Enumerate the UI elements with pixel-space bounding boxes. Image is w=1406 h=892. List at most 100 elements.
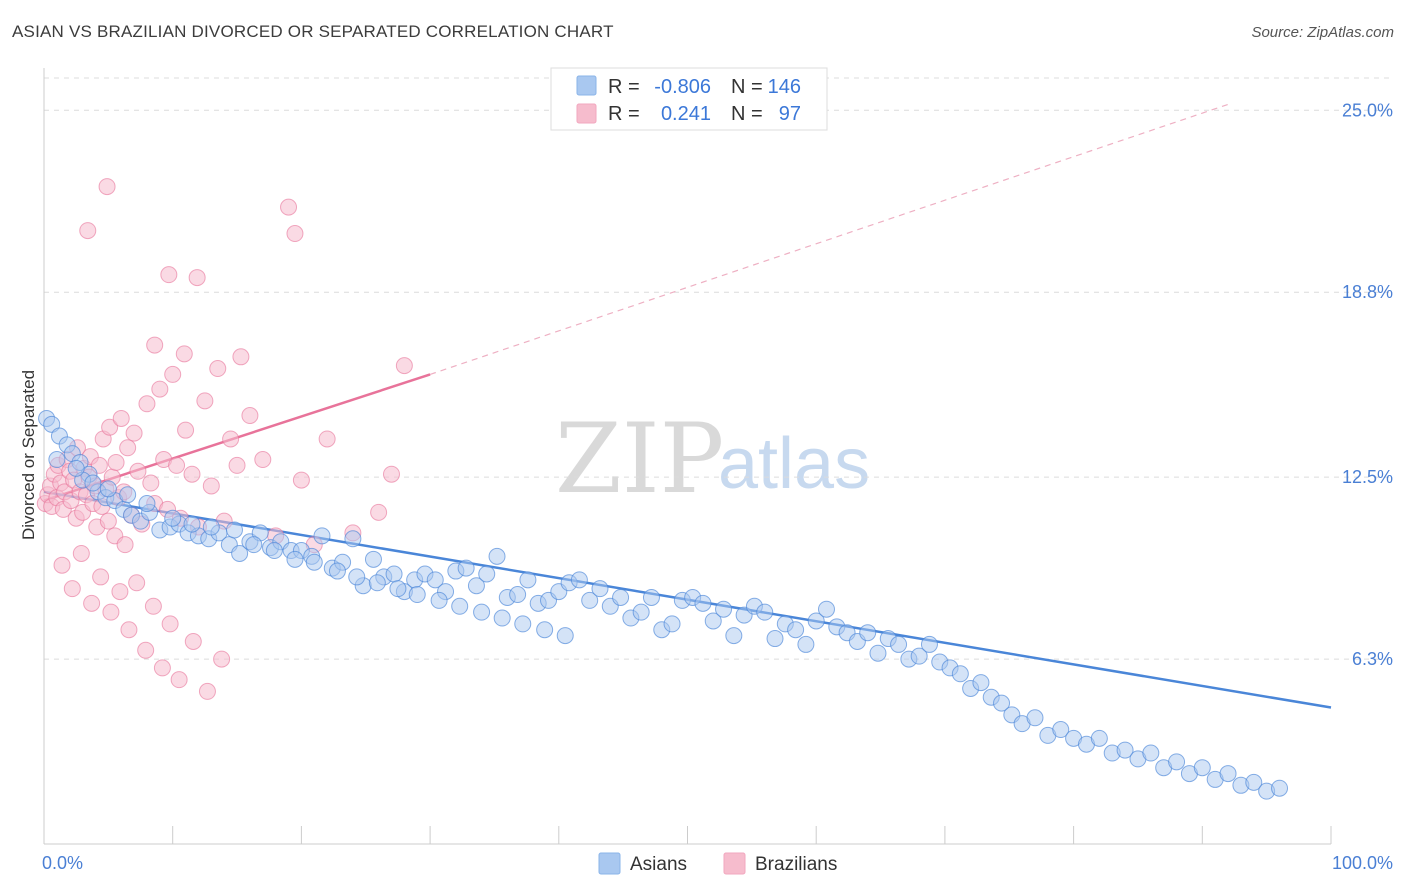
asians-point bbox=[426, 571, 444, 589]
asians-point bbox=[514, 615, 532, 633]
asians-point bbox=[993, 694, 1011, 712]
asians-point bbox=[951, 665, 969, 683]
asians-point bbox=[119, 486, 137, 504]
brazilians-point bbox=[92, 568, 110, 586]
source-credit: Source: ZipAtlas.com bbox=[1251, 24, 1394, 41]
brazilians-point bbox=[98, 178, 116, 196]
asians-point bbox=[1116, 741, 1134, 759]
asians-point bbox=[183, 515, 201, 533]
asians-point bbox=[519, 571, 537, 589]
brazilians-point bbox=[107, 453, 125, 471]
legend-swatch-asians bbox=[576, 75, 597, 96]
asians-point bbox=[591, 580, 609, 598]
brazilians-point bbox=[213, 650, 231, 668]
brazilians-point bbox=[111, 583, 129, 601]
legend-r-value-brazilians: 0.241 bbox=[661, 103, 711, 125]
legend-r-label-asians: R = bbox=[608, 76, 640, 98]
brazilians-point bbox=[198, 682, 216, 700]
asians-point bbox=[536, 621, 554, 639]
brazilians-point bbox=[254, 451, 272, 469]
asians-point bbox=[385, 565, 403, 583]
bottom-legend-brazilians: Brazilians bbox=[755, 854, 837, 875]
brazilians-point bbox=[99, 512, 117, 530]
legend-n-value-brazilians: 97 bbox=[779, 103, 801, 125]
brazilians-point bbox=[222, 430, 240, 448]
asians-point bbox=[430, 591, 448, 609]
asians-point bbox=[225, 521, 243, 539]
asians-point bbox=[1026, 709, 1044, 727]
brazilians-point bbox=[83, 594, 101, 612]
x-tick-label: 100.0% bbox=[1332, 853, 1393, 873]
brazilians-point bbox=[168, 456, 186, 474]
brazilians-point bbox=[63, 580, 81, 598]
asians-point bbox=[364, 550, 382, 568]
legend-n-label-brazilians: N = bbox=[731, 103, 763, 125]
brazilians-points bbox=[36, 178, 413, 700]
asians-point bbox=[725, 627, 743, 645]
legend-r-label-brazilians: R = bbox=[608, 103, 640, 125]
y-axis-label: Divorced or Separated bbox=[19, 370, 38, 540]
brazilians-point bbox=[125, 424, 143, 442]
tick-labels: 6.3% 12.5% 18.8% 25.0% 0.0% 100.0% bbox=[42, 100, 1393, 873]
brazilians-point bbox=[370, 503, 388, 521]
chart-title: ASIAN VS BRAZILIAN DIVORCED OR SEPARATED… bbox=[12, 22, 614, 41]
brazilians-point bbox=[395, 357, 413, 375]
brazilians-point bbox=[137, 641, 155, 659]
brazilians-point bbox=[142, 474, 160, 492]
asians-point bbox=[1090, 729, 1108, 747]
brazilians-trend-extension bbox=[429, 103, 1229, 375]
brazilians-point bbox=[160, 266, 178, 284]
asians-point bbox=[202, 518, 220, 536]
brazilians-point bbox=[146, 336, 164, 354]
asians-point bbox=[581, 591, 599, 609]
brazilians-point bbox=[188, 269, 206, 287]
brazilians-point bbox=[292, 471, 310, 489]
asians-point bbox=[869, 644, 887, 662]
asians-point bbox=[632, 603, 650, 621]
asians-point bbox=[265, 542, 283, 560]
asians-point bbox=[1245, 773, 1263, 791]
legend-swatch-brazilians bbox=[576, 103, 597, 124]
brazilians-point bbox=[53, 556, 71, 574]
asians-point bbox=[715, 600, 733, 618]
asians-point bbox=[890, 635, 908, 653]
brazilians-point bbox=[209, 360, 227, 378]
asians-point bbox=[467, 577, 485, 595]
brazilians-point bbox=[144, 597, 162, 615]
asians-point bbox=[1168, 753, 1186, 771]
brazilians-point bbox=[164, 365, 182, 383]
brazilians-point bbox=[241, 407, 259, 425]
brazilians-point bbox=[177, 421, 195, 439]
asians-point bbox=[231, 544, 249, 562]
brazilians-point bbox=[116, 536, 134, 554]
legend-r-value-asians: -0.806 bbox=[654, 76, 711, 98]
bottom-legend-asians: Asians bbox=[630, 854, 687, 875]
asians-point bbox=[612, 588, 630, 606]
asians-point bbox=[99, 480, 117, 498]
asians-point bbox=[313, 527, 331, 545]
asians-point bbox=[164, 509, 182, 527]
asians-point bbox=[766, 630, 784, 648]
brazilians-point bbox=[202, 477, 220, 495]
asians-point bbox=[910, 647, 928, 665]
asians-point bbox=[344, 530, 362, 548]
asians-point bbox=[972, 674, 990, 692]
asians-point bbox=[328, 562, 346, 580]
asians-point bbox=[1052, 721, 1070, 739]
brazilians-point bbox=[129, 462, 147, 480]
x-tick-label: 0.0% bbox=[42, 853, 83, 873]
asians-point bbox=[493, 609, 511, 627]
bottom-legend-swatch-brazilians bbox=[723, 852, 746, 875]
asians-point bbox=[478, 565, 496, 583]
asians-point bbox=[704, 612, 722, 630]
asians-point bbox=[1271, 779, 1289, 797]
asians-point bbox=[389, 580, 407, 598]
brazilians-point bbox=[184, 632, 202, 650]
brazilians-point bbox=[151, 380, 169, 398]
asians-point bbox=[509, 586, 527, 604]
asians-point bbox=[920, 635, 938, 653]
legend-n-label-asians: N = bbox=[731, 76, 763, 98]
asians-point bbox=[286, 550, 304, 568]
brazilians-point bbox=[79, 222, 97, 240]
asians-point bbox=[368, 574, 386, 592]
